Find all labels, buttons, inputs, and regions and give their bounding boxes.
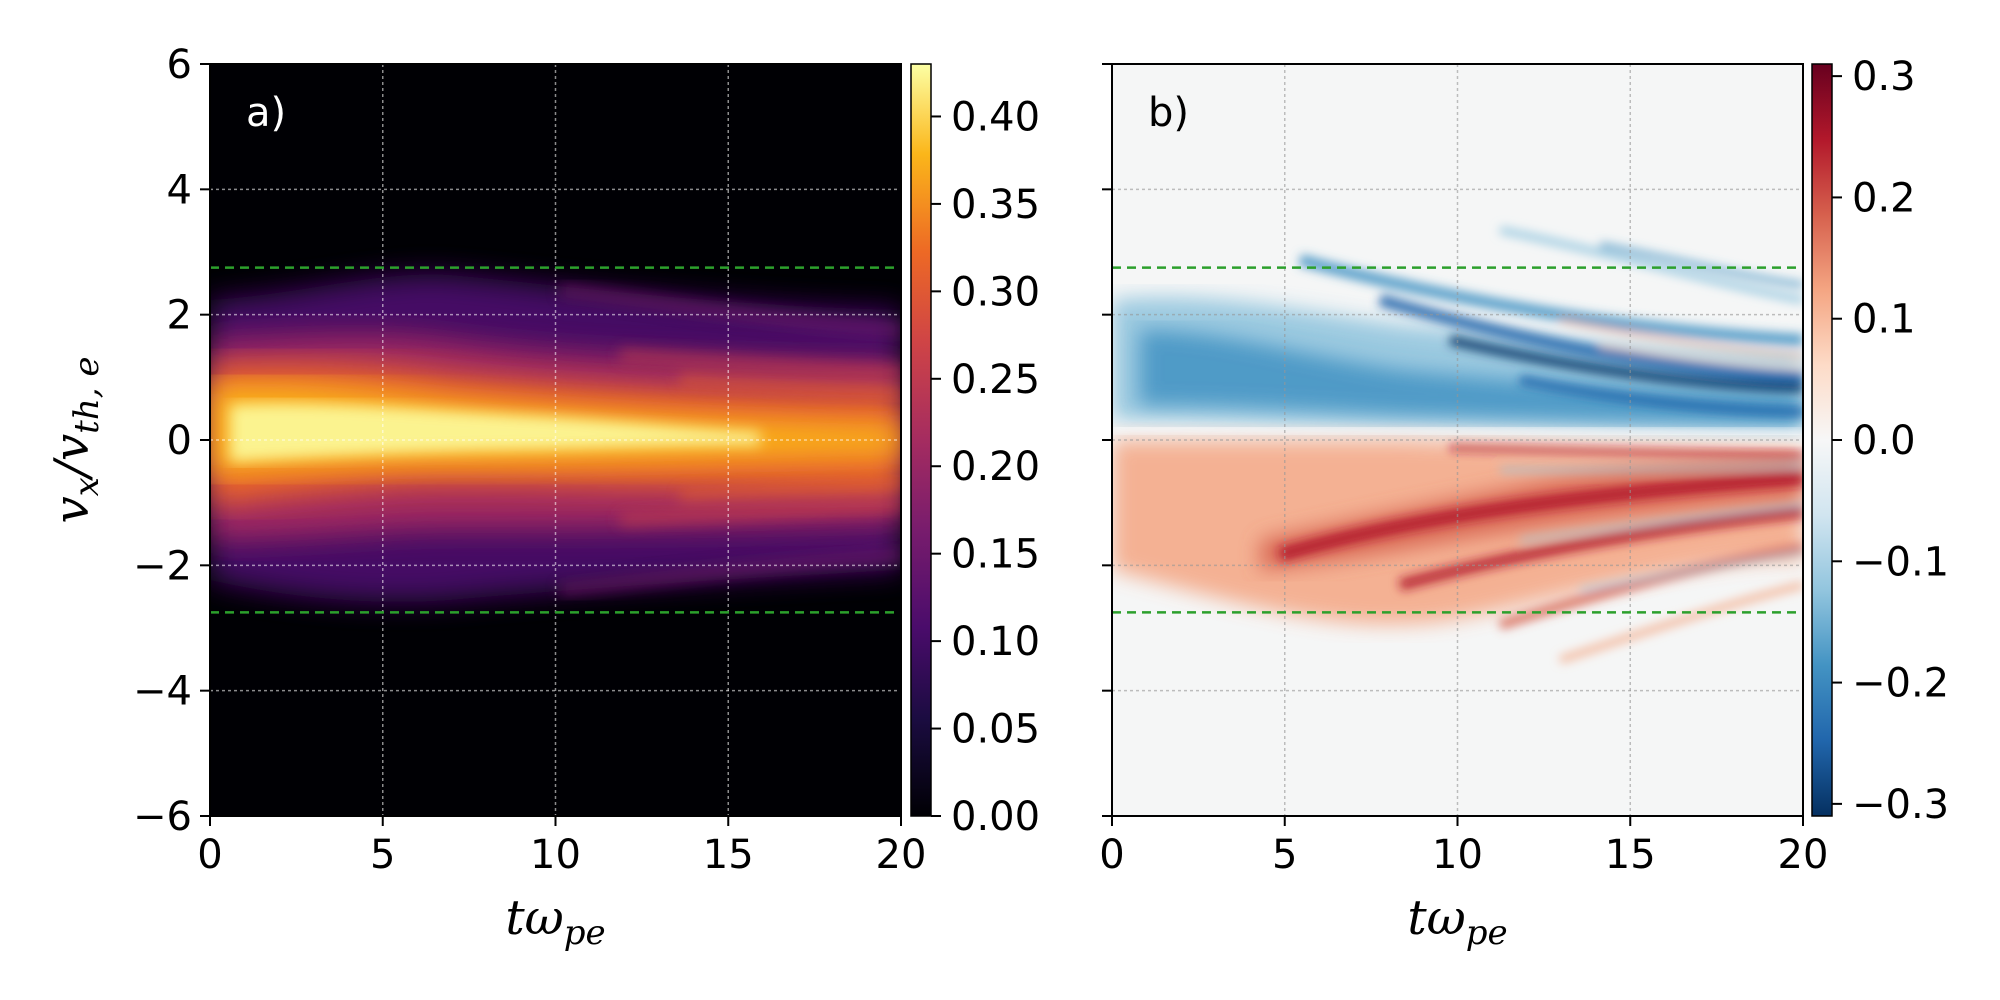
panel-b-red-filaments [1278,445,1803,664]
panel-b-blue-filaments [1298,226,1803,417]
y-tick-label: 4 [167,167,192,213]
x-axis-label: tωpe [1407,890,1507,953]
colorbar-tick-label: 0.10 [951,619,1040,665]
panel-b-zero-boundary [1112,423,1803,439]
colorbar-tick-label: −0.3 [1852,782,1949,828]
y-tick-label: 6 [167,42,192,88]
panel-a-upper-filaments [559,283,901,397]
x-tick-label: 15 [703,832,754,878]
colorbar-tick-label: 0.3 [1852,54,1916,100]
y-tick-label: 2 [167,293,192,339]
panel-label: b) [1148,90,1189,136]
x-tick-label: 5 [1272,832,1297,878]
colorbar-tick-label: 0.2 [1852,175,1916,221]
panel-a-lower-filaments [559,480,901,597]
colorbar-tick-label: 0.40 [951,94,1040,140]
y-axis-label: vx/vth, e [44,357,107,524]
x-tick-label: 0 [197,832,222,878]
x-tick-label: 10 [530,832,581,878]
colorbar-tick-label: 0.05 [951,707,1040,753]
colorbar-tick-label: −0.1 [1852,539,1949,585]
panel-a-bright-center [230,403,760,462]
y-tick-label: −6 [133,794,192,840]
colorbar-tick-label: 0.20 [951,444,1040,490]
colorbar-b [1811,63,1833,817]
colorbar-tick-label: 0.1 [1852,297,1916,343]
x-axis-label: tωpe [505,890,605,953]
x-tick-label: 20 [876,832,927,878]
colorbar-a [910,63,932,817]
colorbar-tick-label: 0.00 [951,794,1040,840]
panel-label: a) [246,90,286,136]
colorbar-tick-label: 0.0 [1852,418,1916,464]
y-tick-label: −2 [133,543,192,589]
colorbar-tick-label: 0.35 [951,182,1040,228]
x-tick-label: 15 [1605,832,1656,878]
x-tick-label: 10 [1432,832,1483,878]
colorbar-tick-label: −0.2 [1852,661,1949,707]
x-tick-label: 20 [1778,832,1829,878]
x-tick-label: 5 [370,832,395,878]
colorbar-tick-label: 0.30 [951,269,1040,315]
colorbar-tick-label: 0.15 [951,532,1040,578]
colorbar-tick-label: 0.25 [951,357,1040,403]
x-tick-label: 0 [1099,832,1124,878]
y-tick-label: −4 [133,669,192,715]
y-tick-label: 0 [167,418,192,464]
